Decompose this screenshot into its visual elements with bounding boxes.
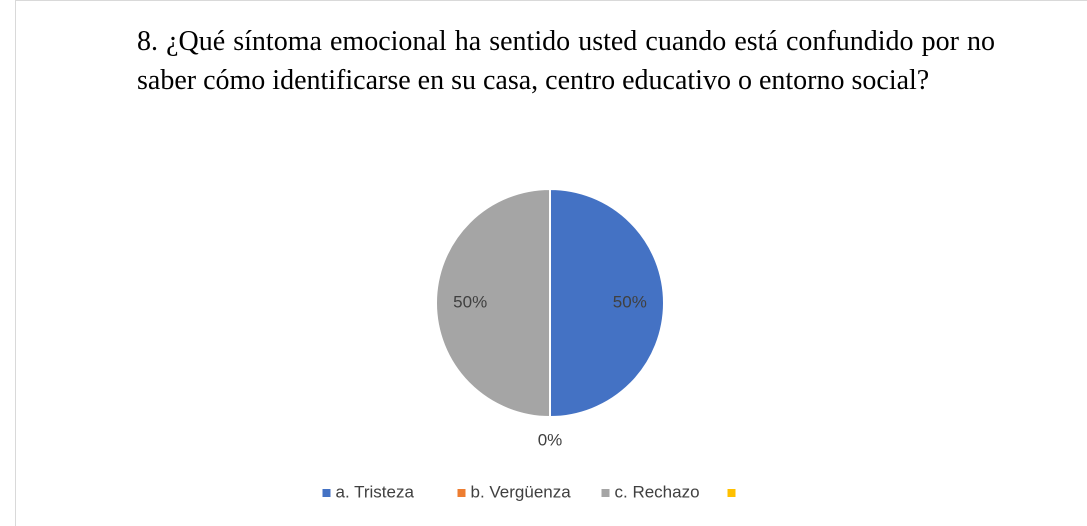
legend-label: c. Rechazo (615, 482, 700, 501)
legend-label: a. Tristeza (336, 482, 415, 501)
pie-slice (549, 187, 665, 419)
data-label: 50% (453, 292, 487, 311)
legend-swatch (457, 489, 466, 497)
legend-label: b. Vergüenza (471, 482, 572, 501)
chart-title: 8. ¿Qué síntoma emocional ha sentido ust… (137, 26, 995, 96)
chart-frame (15, 0, 1087, 526)
legend-swatch (727, 489, 736, 497)
data-label: 50% (613, 292, 647, 311)
legend-swatch (601, 489, 610, 497)
pie-slice (435, 187, 551, 419)
legend-swatch (322, 489, 331, 497)
data-label: 0% (538, 430, 563, 449)
